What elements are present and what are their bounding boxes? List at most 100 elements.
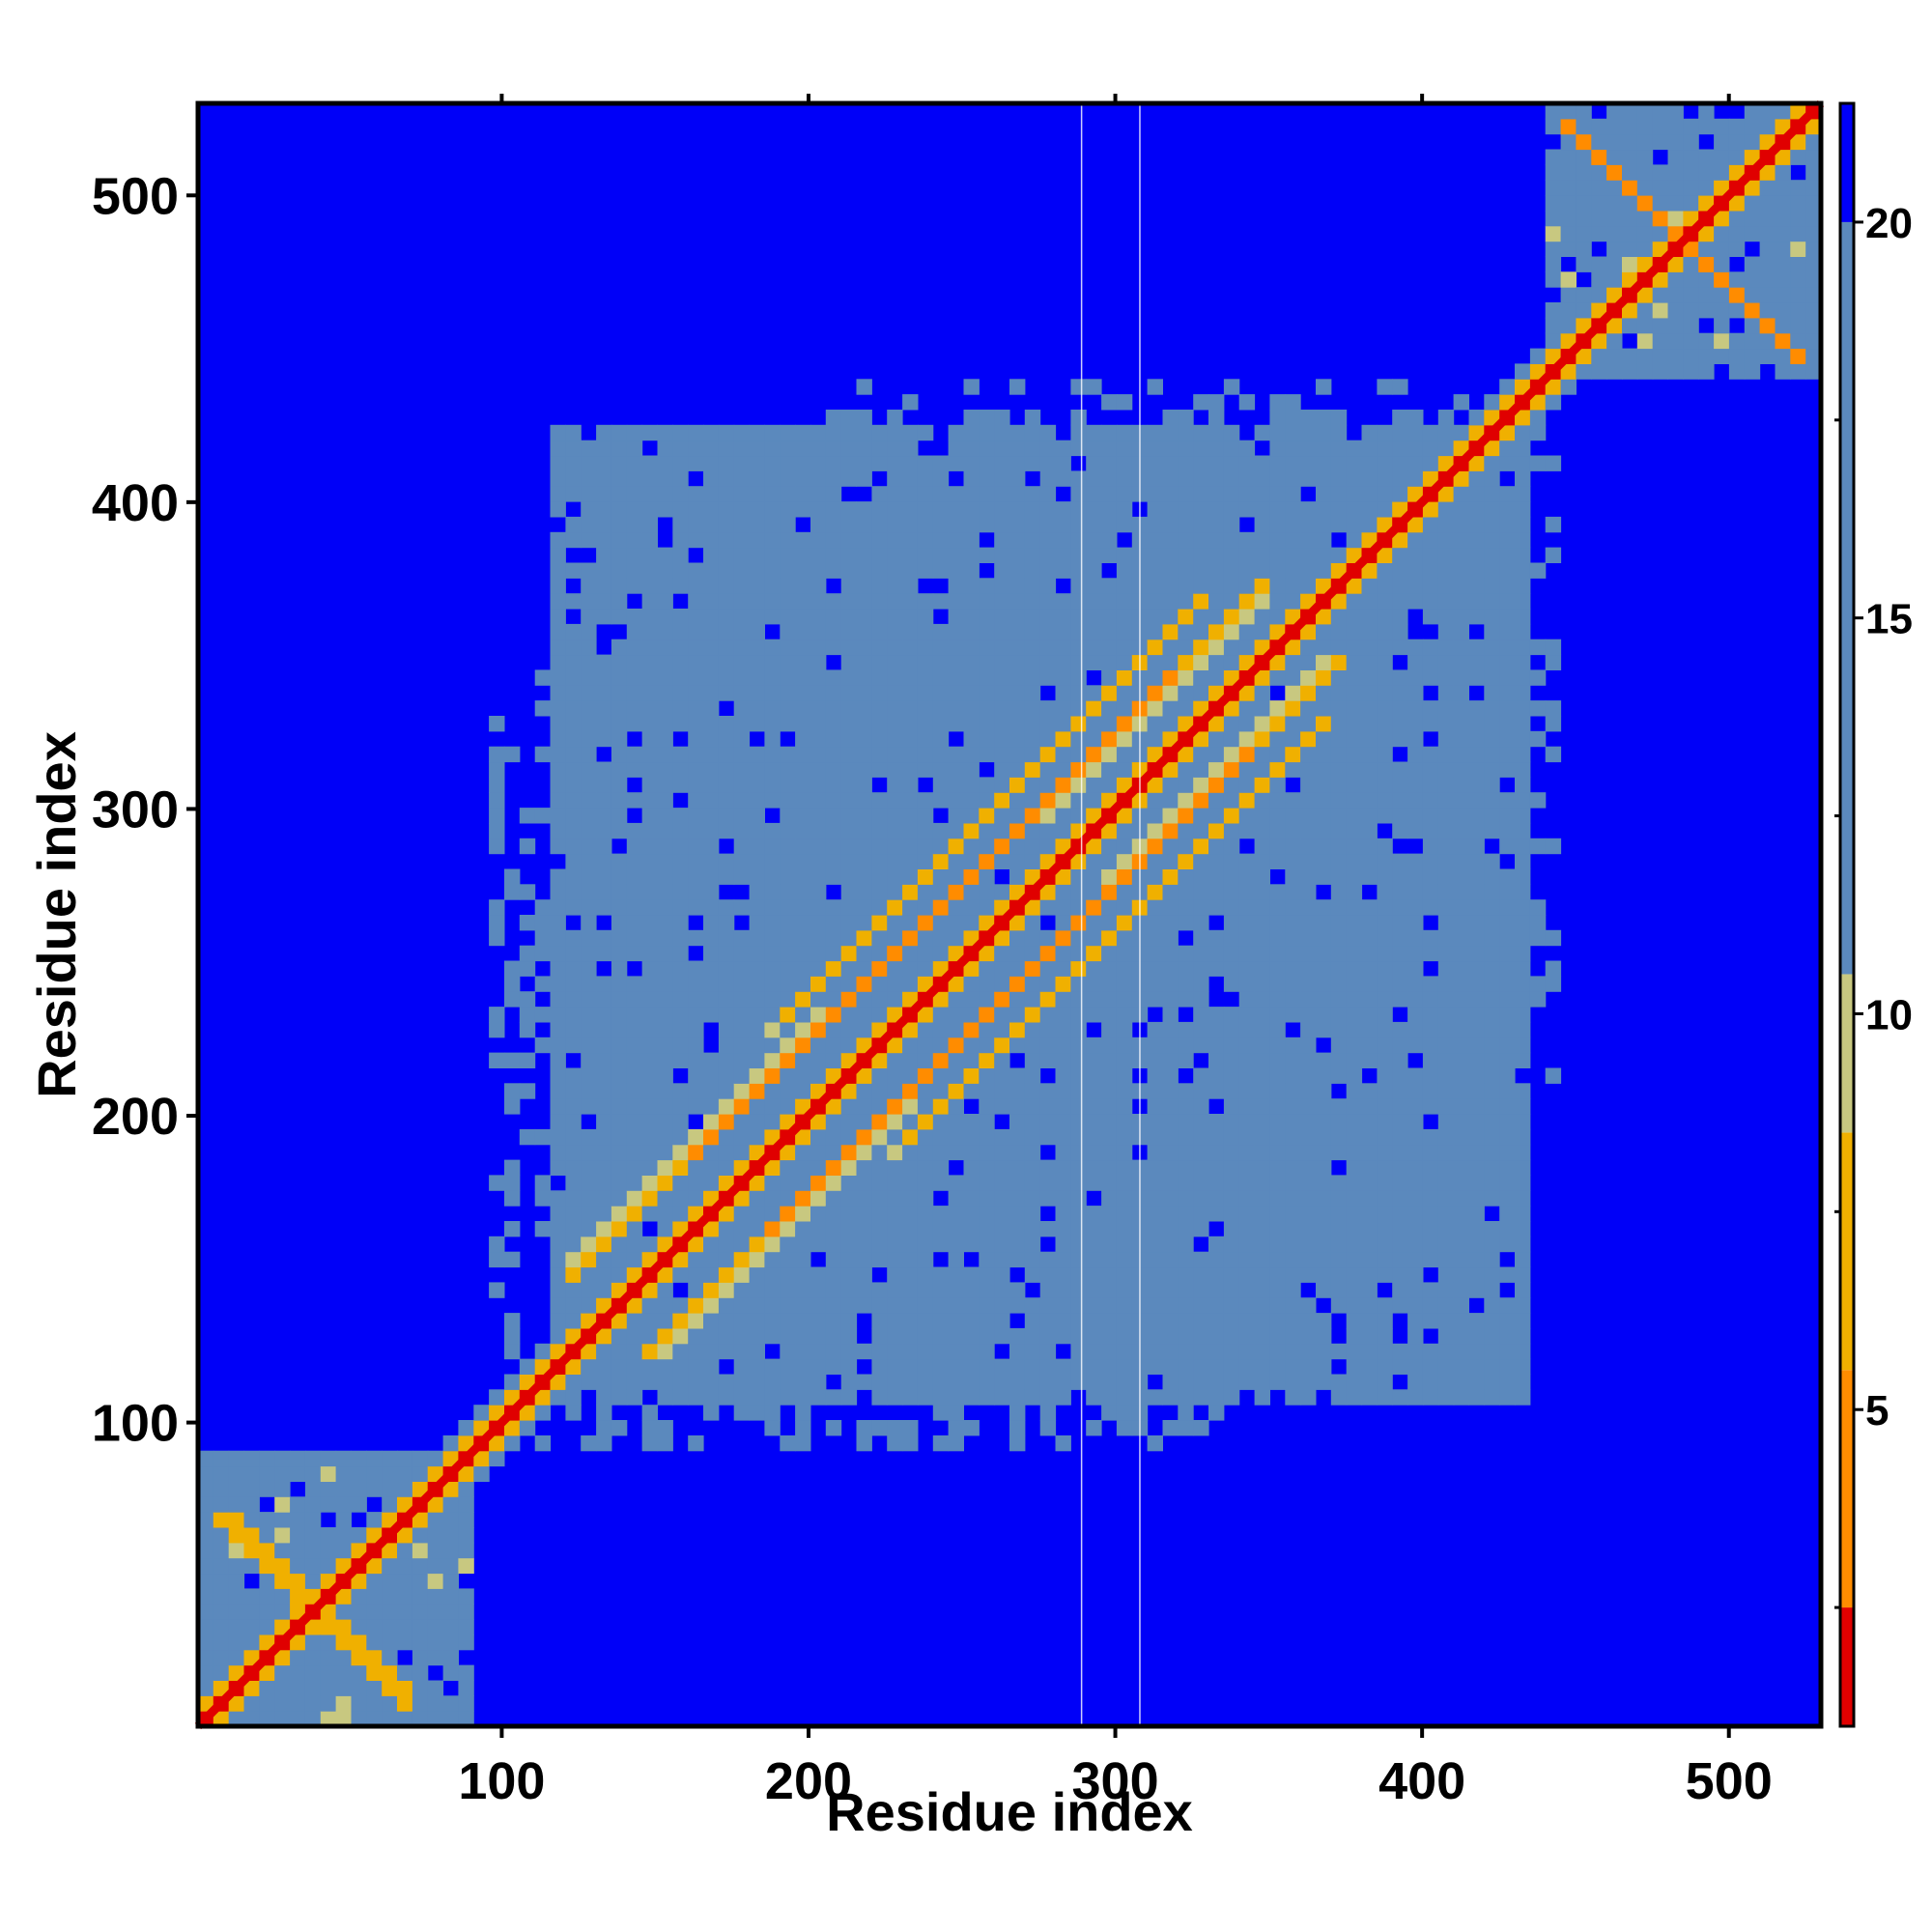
heatmap-cell [1437, 1007, 1455, 1023]
heatmap-cell [1453, 1159, 1469, 1176]
heatmap-cell [1223, 808, 1240, 824]
heatmap-cell [427, 1619, 444, 1635]
heatmap-cell [1254, 1175, 1270, 1191]
heatmap-cell [1162, 822, 1179, 839]
heatmap-cell [917, 929, 934, 947]
heatmap-cell [1116, 1343, 1133, 1360]
heatmap-cell [764, 716, 781, 732]
heatmap-cell [1759, 348, 1776, 364]
heatmap-cell [902, 716, 919, 732]
heatmap-cell [733, 1358, 751, 1375]
heatmap-cell [749, 593, 765, 610]
heatmap-cell [1515, 945, 1531, 962]
heatmap-cell [871, 1144, 888, 1161]
heatmap-cell [1545, 379, 1562, 395]
heatmap-cell [963, 379, 980, 395]
heatmap-cell [932, 669, 950, 686]
heatmap-cell [963, 1236, 980, 1253]
heatmap-cell [611, 1021, 628, 1038]
heatmap-cell [856, 884, 872, 900]
heatmap-cell [979, 1114, 995, 1130]
heatmap-cell [1515, 593, 1531, 610]
heatmap-cell [198, 1680, 214, 1696]
heatmap-cell [810, 654, 827, 670]
heatmap-cell [1377, 547, 1393, 563]
heatmap-cell [1039, 716, 1057, 732]
heatmap-cell [1453, 440, 1469, 457]
heatmap-cell [902, 654, 919, 670]
heatmap-cell [442, 1527, 459, 1544]
heatmap-cell [963, 777, 980, 793]
heatmap-cell [703, 593, 720, 610]
heatmap-cell [596, 700, 612, 717]
heatmap-cell [887, 578, 903, 594]
heatmap-cell [994, 455, 1010, 471]
heatmap-cell [932, 1358, 950, 1375]
heatmap-cell [902, 1067, 919, 1084]
heatmap-cell [994, 929, 1010, 947]
heatmap-cell [1300, 440, 1317, 457]
heatmap-cell [840, 623, 858, 640]
heatmap-cell [1453, 394, 1469, 411]
heatmap-cell [504, 1389, 521, 1406]
heatmap-cell [1775, 225, 1791, 242]
heatmap-cell [1453, 1144, 1469, 1161]
heatmap-cell [1300, 455, 1317, 471]
heatmap-cell [596, 838, 612, 855]
heatmap-cell [1009, 424, 1026, 441]
heatmap-cell [1545, 348, 1562, 364]
heatmap-cell [979, 470, 995, 487]
heatmap-cell [1453, 486, 1469, 502]
heatmap-cell [749, 1098, 765, 1115]
heatmap-cell [688, 1251, 704, 1268]
heatmap-cell [902, 562, 919, 579]
heatmap-cell [871, 669, 888, 686]
heatmap-cell [749, 1358, 765, 1375]
heatmap-cell [1392, 639, 1408, 656]
heatmap-cell [764, 639, 781, 656]
heatmap-cell [856, 379, 872, 395]
heatmap-cell [1377, 1221, 1393, 1237]
heatmap-cell [917, 1374, 934, 1390]
heatmap-cell [1560, 103, 1577, 120]
heatmap-cell [1285, 1144, 1301, 1161]
heatmap-cell [1024, 730, 1041, 748]
heatmap-cell [1407, 1236, 1424, 1253]
heatmap-cell [1070, 1067, 1087, 1084]
heatmap-cell [1499, 1144, 1516, 1161]
heatmap-cell [1055, 593, 1071, 610]
heatmap-cell [1453, 822, 1469, 839]
heatmap-cell [442, 1542, 459, 1559]
heatmap-cell [641, 1098, 658, 1115]
heatmap-cell [228, 1711, 245, 1727]
heatmap-cell [795, 792, 811, 809]
heatmap-cell [1070, 623, 1087, 640]
heatmap-cell [795, 1297, 811, 1314]
heatmap-cell [550, 1021, 566, 1038]
heatmap-cell [932, 593, 950, 610]
heatmap-cell [764, 562, 781, 579]
heatmap-cell [1468, 1007, 1485, 1023]
heatmap-cell [1223, 777, 1240, 793]
heatmap-cell [917, 822, 934, 839]
heatmap-cell [1193, 1067, 1209, 1084]
heatmap-cell [1009, 1021, 1026, 1038]
heatmap-cell [1392, 1190, 1408, 1207]
heatmap-cell [932, 960, 950, 977]
heatmap-cell [1039, 1221, 1057, 1237]
heatmap-cell [534, 1175, 552, 1191]
heatmap-cell [274, 1496, 291, 1513]
heatmap-cell [825, 1190, 842, 1207]
heatmap-cell [718, 623, 735, 640]
heatmap-cell [1316, 639, 1332, 656]
heatmap-cell [1024, 1159, 1041, 1176]
heatmap-cell [596, 685, 612, 701]
heatmap-cell [1636, 133, 1654, 151]
heatmap-cell [1208, 394, 1225, 411]
heatmap-cell [1545, 654, 1562, 670]
heatmap-cell [749, 1389, 765, 1406]
heatmap-cell [641, 1236, 658, 1253]
heatmap-cell [1193, 838, 1209, 855]
heatmap-cell [856, 730, 872, 748]
heatmap-cell [213, 1680, 230, 1696]
